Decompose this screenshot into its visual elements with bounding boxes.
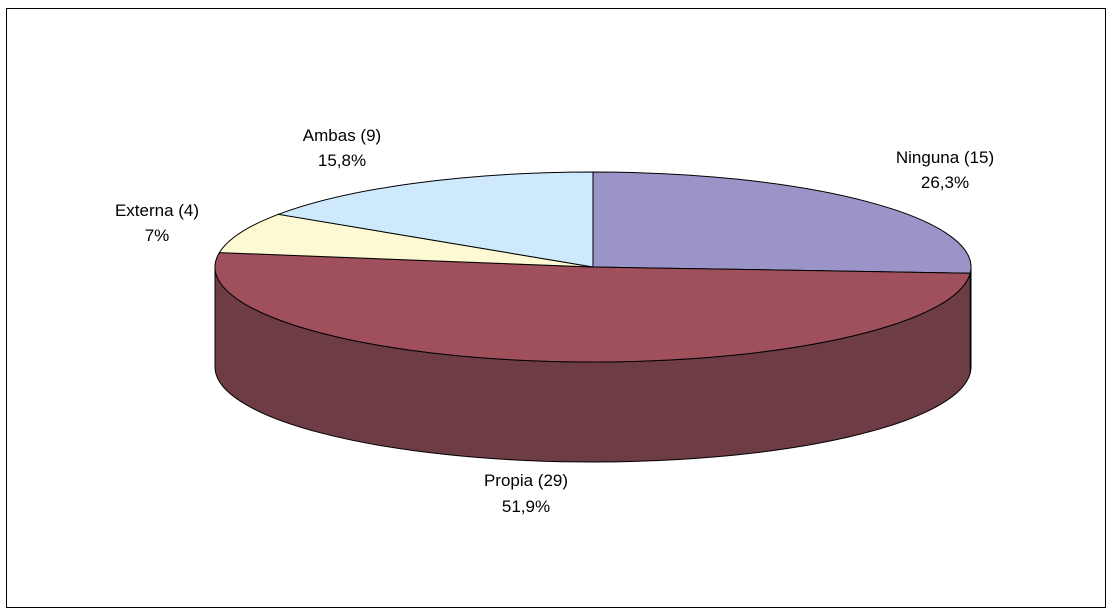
pie-tops <box>214 171 972 363</box>
slice-pct-propia: 51,9% <box>502 497 550 516</box>
slice-label-externa: Externa (4) <box>115 201 199 220</box>
slice-pct-ninguna: 26,3% <box>921 173 969 192</box>
slice-label-ambas: Ambas (9) <box>303 126 381 145</box>
slice-externa <box>218 213 594 268</box>
slice-label-propia: Propia (29) <box>484 471 568 490</box>
slice-pct-externa: 7% <box>145 226 170 245</box>
slice-pct-ambas: 15,8% <box>318 151 366 170</box>
slice-propia <box>214 252 971 363</box>
slice-ambas <box>276 171 594 268</box>
slice-ninguna <box>592 171 972 274</box>
slice-label-ninguna: Ninguna (15) <box>896 148 994 167</box>
pie-chart: Ninguna (15) 26,3% Propia (29) 51,9% Ext… <box>115 126 994 516</box>
